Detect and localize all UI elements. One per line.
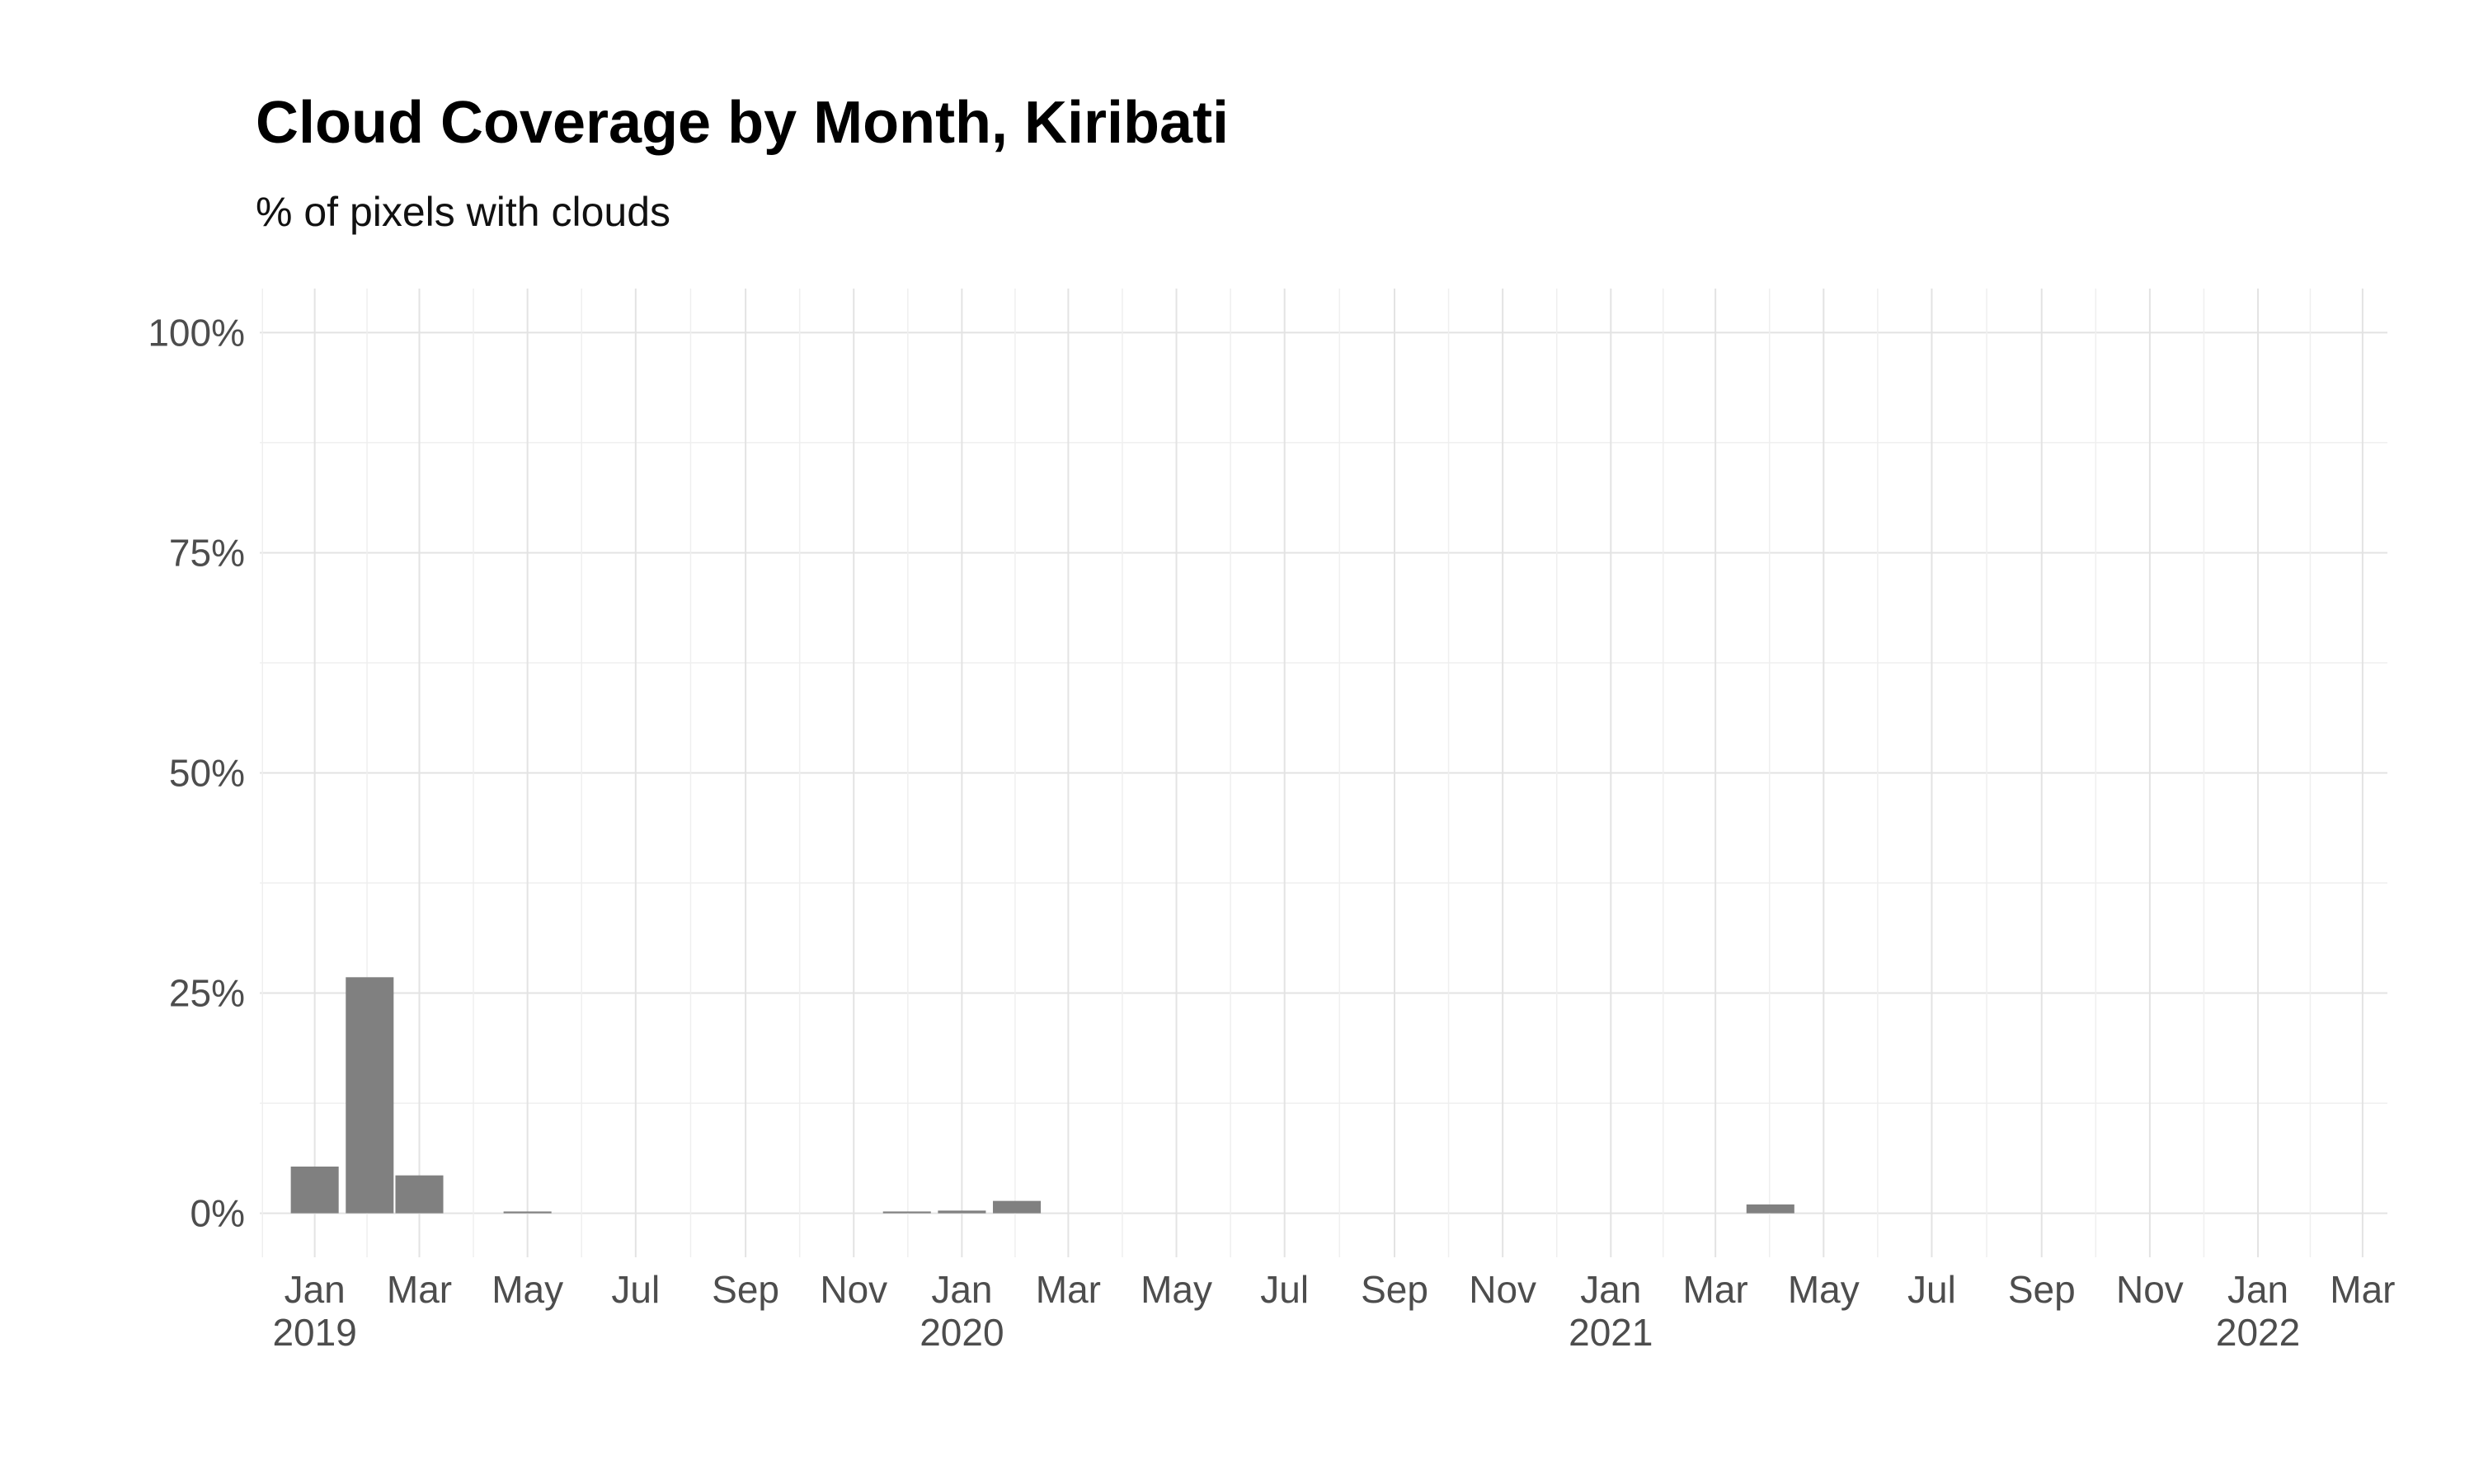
x-tick-year-label: 2021: [1569, 1311, 1653, 1354]
bar: [882, 1211, 931, 1214]
bar: [938, 1210, 986, 1214]
x-tick-year-label: 2020: [920, 1311, 1004, 1354]
x-tick-label: May: [1141, 1268, 1212, 1311]
bar: [503, 1211, 552, 1214]
bar: [290, 1166, 339, 1214]
x-tick-label: May: [492, 1268, 563, 1311]
x-tick-year-label: 2022: [2216, 1311, 2300, 1354]
bar: [993, 1200, 1042, 1214]
chart-subtitle: % of pixels with clouds: [256, 189, 671, 235]
y-tick-label: 0%: [190, 1192, 245, 1235]
x-tick-label: Jan: [285, 1268, 346, 1311]
y-tick-label: 25%: [169, 972, 245, 1015]
bars: [290, 977, 1794, 1214]
x-tick-label: Sep: [712, 1268, 779, 1311]
x-tick-label: Jan: [2227, 1268, 2288, 1311]
x-tick-label: Jul: [1907, 1268, 1956, 1311]
x-tick-label: Jan: [931, 1268, 992, 1311]
y-tick-label: 100%: [148, 311, 245, 354]
x-tick-label: Nov: [1469, 1268, 1536, 1311]
bar: [346, 977, 394, 1214]
x-tick-label: Mar: [1683, 1268, 1748, 1311]
y-tick-label: 50%: [169, 752, 245, 795]
x-tick-label: Jul: [611, 1268, 660, 1311]
x-tick-label: Jan: [1580, 1268, 1641, 1311]
x-tick-label: Mar: [1036, 1268, 1101, 1311]
x-tick-label: Mar: [387, 1268, 452, 1311]
x-tick-label: Sep: [2008, 1268, 2076, 1311]
chart-title: Cloud Coverage by Month, Kiribati: [256, 90, 1230, 156]
x-tick-label: May: [1788, 1268, 1860, 1311]
y-tick-label: 75%: [169, 531, 245, 574]
x-tick-label: Nov: [820, 1268, 887, 1311]
y-axis: 0% 25% 50% 75% 100%: [148, 311, 245, 1234]
grid-lines: [260, 289, 2387, 1257]
bar: [395, 1175, 444, 1214]
x-tick-label: Jul: [1260, 1268, 1309, 1311]
bar: [1746, 1204, 1794, 1214]
x-tick-label: Nov: [2116, 1268, 2184, 1311]
x-tick-label: Mar: [2330, 1268, 2395, 1311]
x-tick-label: Sep: [1361, 1268, 1428, 1311]
x-tick-year-label: 2019: [272, 1311, 356, 1354]
